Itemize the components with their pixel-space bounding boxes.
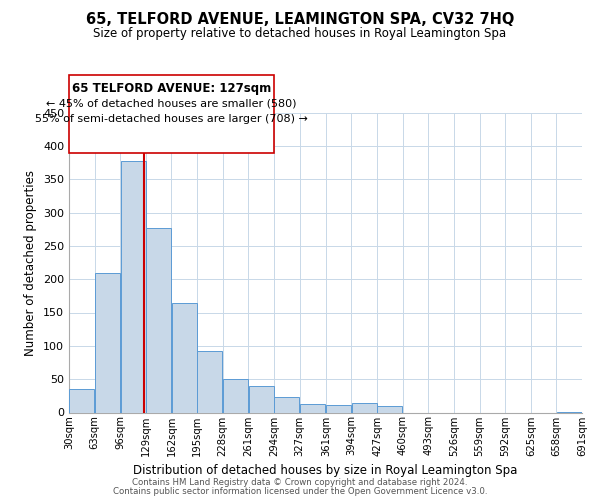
Bar: [377, 406, 403, 412]
Bar: [274, 396, 299, 412]
Text: 65, TELFORD AVENUE, LEAMINGTON SPA, CV32 7HQ: 65, TELFORD AVENUE, LEAMINGTON SPA, CV32…: [86, 12, 514, 28]
Bar: [248, 386, 274, 412]
Y-axis label: Number of detached properties: Number of detached properties: [25, 170, 37, 356]
Bar: [70, 389, 94, 412]
Bar: [352, 402, 377, 412]
Text: 55% of semi-detached houses are larger (708) →: 55% of semi-detached houses are larger (…: [35, 114, 308, 124]
Text: ← 45% of detached houses are smaller (580): ← 45% of detached houses are smaller (58…: [46, 98, 296, 108]
Bar: [121, 160, 146, 412]
Bar: [172, 302, 197, 412]
Bar: [197, 350, 223, 412]
Bar: [326, 404, 351, 412]
Bar: [300, 404, 325, 412]
Text: Contains public sector information licensed under the Open Government Licence v3: Contains public sector information licen…: [113, 487, 487, 496]
X-axis label: Distribution of detached houses by size in Royal Leamington Spa: Distribution of detached houses by size …: [133, 464, 518, 477]
Text: Size of property relative to detached houses in Royal Leamington Spa: Size of property relative to detached ho…: [94, 28, 506, 40]
Bar: [95, 272, 120, 412]
Bar: [223, 378, 248, 412]
Bar: [146, 228, 171, 412]
Text: 65 TELFORD AVENUE: 127sqm: 65 TELFORD AVENUE: 127sqm: [72, 82, 271, 94]
Text: Contains HM Land Registry data © Crown copyright and database right 2024.: Contains HM Land Registry data © Crown c…: [132, 478, 468, 487]
